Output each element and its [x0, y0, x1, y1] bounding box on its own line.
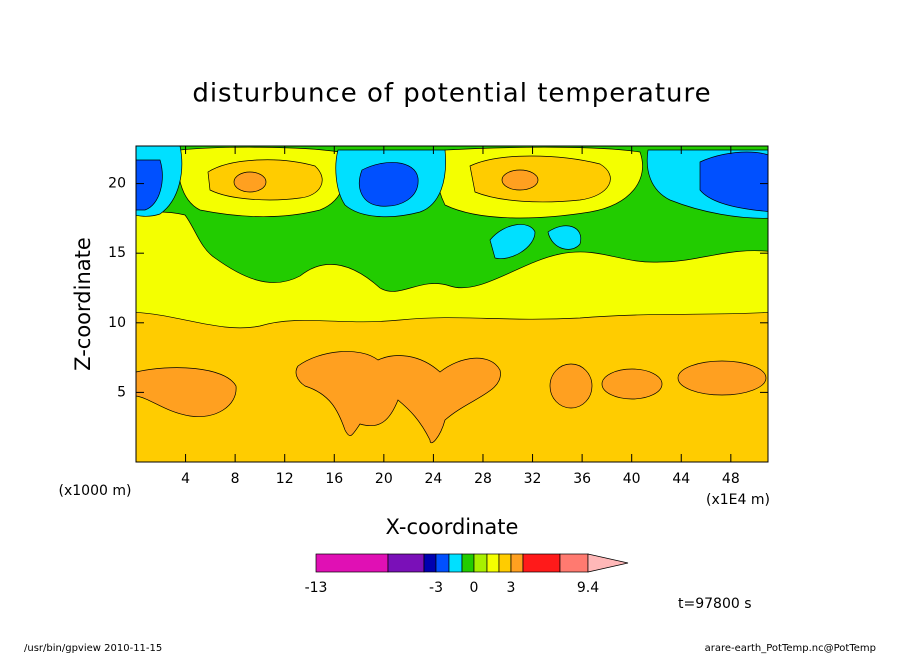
contour-region — [469, 155, 611, 203]
contour-region — [699, 151, 768, 212]
contour-region — [601, 368, 663, 400]
colorbar-extension — [587, 553, 629, 573]
y-tick-label: 5 — [117, 384, 126, 400]
contour-region — [547, 225, 582, 250]
x-tick-label: 16 — [325, 471, 343, 487]
colorbar-segment — [510, 553, 524, 573]
contour-field — [136, 146, 768, 462]
x-tick-label: 32 — [524, 471, 542, 487]
x-tick-label: 44 — [672, 471, 690, 487]
x-tick-label: 36 — [573, 471, 591, 487]
x-axis-label: X-coordinate — [386, 515, 519, 539]
contour-region — [677, 360, 767, 396]
colorbar-segment — [473, 553, 488, 573]
footer-left: /usr/bin/gpview 2010-11-15 — [24, 643, 162, 654]
colorbar-tick-label: -13 — [305, 580, 328, 596]
colorbar-tick-label: 9.4 — [577, 580, 599, 596]
colorbar-segment — [461, 553, 475, 573]
y-tick-label: 10 — [108, 315, 126, 331]
colorbar-tick-label: -3 — [429, 580, 443, 596]
contour-region — [501, 169, 539, 191]
colorbar-segment — [315, 553, 389, 573]
y-axis-label: Z-coordinate — [71, 237, 95, 371]
colorbar-segment — [498, 553, 512, 573]
y-unit-label: (x1000 m) — [59, 483, 132, 499]
contour-region — [489, 224, 536, 260]
colorbar-segment — [486, 553, 500, 573]
x-tick-label: 24 — [424, 471, 442, 487]
x-tick-label: 8 — [231, 471, 240, 487]
x-tick-label: 4 — [181, 471, 190, 487]
x-tick-label: 48 — [722, 471, 740, 487]
contour-region — [295, 351, 501, 444]
y-tick-label: 20 — [108, 176, 126, 192]
colorbar-tick-label: 0 — [470, 580, 479, 596]
x-tick-label: 28 — [474, 471, 492, 487]
colorbar-segment — [387, 553, 425, 573]
plot-frame — [135, 145, 769, 463]
colorbar-segment — [435, 553, 450, 573]
contour-region — [233, 171, 267, 193]
x-tick-label: 20 — [375, 471, 393, 487]
colorbar-segment — [522, 553, 561, 573]
contour-region — [549, 363, 593, 409]
footer-right: arare-earth_PotTemp.nc@PotTemp — [705, 643, 876, 654]
contour-region — [136, 367, 237, 418]
contour-region — [358, 162, 419, 207]
x-unit-label: (x1E4 m) — [706, 492, 770, 508]
colorbar-tick-label: 3 — [507, 580, 516, 596]
annotation: t=97800 s — [678, 596, 752, 612]
colorbar-segment — [559, 553, 589, 573]
y-tick-label: 15 — [108, 245, 126, 261]
colorbar-segment — [448, 553, 463, 573]
colorbar-segment — [423, 553, 437, 573]
x-tick-label: 40 — [623, 471, 641, 487]
x-tick-label: 12 — [276, 471, 294, 487]
chart-title: disturbunce of potential temperature — [192, 79, 711, 109]
contour-region — [136, 159, 163, 211]
colorbar: -13 -3 0 3 9.4 — [305, 553, 629, 596]
